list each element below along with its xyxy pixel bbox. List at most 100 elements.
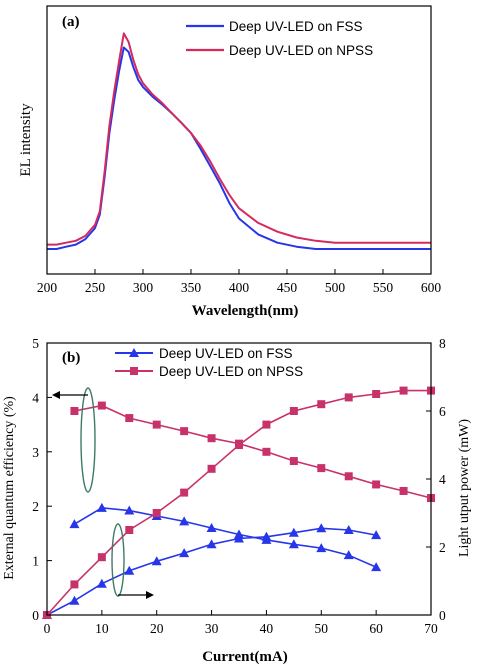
panel-a-legend: Deep UV-LED on FSS Deep UV-LED on NPSS [186,19,373,58]
panel-a-legend-label-fss: Deep UV-LED on FSS [229,19,363,34]
panel-b-point-fss-power [316,523,327,533]
panel-a-series-lines [47,32,431,250]
panel-b-series-line-fss-efficiency [73,506,377,568]
panel-a-x-axis-label: Wavelength(nm) [192,303,299,319]
panel-b-right-y-ticks: 0 2 4 6 8 [426,336,446,623]
panel-b-series-line-npss-efficiency [74,404,432,499]
panel-a-series-line-fss [47,46,431,250]
panel-b-series-markers [42,386,435,619]
panel-b-point-npss-efficiency [97,401,106,410]
panel-b-left-y-ticks: 0 1 2 3 4 5 [32,336,52,623]
panel-b-point-npss-efficiency [344,472,353,481]
panel-b-x-tick-label: 10 [95,621,109,636]
panel-a-x-tick-label: 500 [325,280,346,295]
panel-a-spectrum-chart: 200 250 300 350 400 450 500 550 600 (a) Waveleng… [18,5,442,319]
panel-a-y-axis-label: EL intensity [18,103,34,177]
panel-b-x-tick-label: 0 [44,621,51,636]
panel-b-series-line-npss-power [46,389,431,616]
panel-b-point-fss-efficiency [124,505,135,515]
panel-a-x-ticks: 200 250 300 350 400 450 500 550 600 [37,269,442,295]
panel-b-legend: Deep UV-LED on FSS Deep UV-LED on NPSS [115,346,303,379]
panel-a-x-tick-label: 600 [421,280,442,295]
panel-b-point-npss-power [372,390,381,398]
panel-b-right-y-tick-label: 8 [439,336,446,351]
panel-b-point-npss-efficiency [70,407,79,415]
panel-b-legend-label-fss: Deep UV-LED on FSS [159,346,293,361]
panel-b-point-npss-efficiency [372,480,381,489]
panel-b-point-fss-power [371,530,382,540]
panel-b-x-tick-label: 50 [315,621,329,636]
panel-b-point-fss-efficiency [206,522,217,532]
panel-a-legend-label-npss: Deep UV-LED on NPSS [229,43,373,58]
panel-b-legend-marker-fss [129,348,139,357]
panel-b-point-npss-power [152,509,161,517]
panel-b-point-fss-efficiency [316,543,327,553]
panel-b-right-y-tick-label: 2 [439,540,446,555]
panel-a-series-line-npss [47,32,431,246]
panel-b-plot-frame [46,342,432,616]
panel-a-label: (a) [62,14,80,30]
panel-b-right-y-tick-label: 0 [439,608,446,623]
panel-b-point-fss-power [288,527,299,537]
panel-b-left-y-tick-label: 0 [32,608,39,623]
panel-b-point-npss-power [97,553,106,562]
panel-b-legend-marker-npss [130,367,138,375]
efficiency-curves-ellipse [80,387,96,493]
panel-b-point-npss-power [289,407,298,415]
panel-b-point-fss-power [206,539,217,549]
right-axis-arrowhead [146,591,154,599]
panel-b-point-fss-power [343,525,354,534]
panel-b-x-ticks: 0 10 20 30 40 50 60 70 [44,610,438,636]
panel-b-point-fss-efficiency [288,539,299,549]
panel-a-x-tick-label: 300 [133,280,154,295]
panel-b-axis-annotations [52,387,154,599]
panel-b-left-y-tick-label: 1 [32,554,39,569]
power-curves-ellipse [111,523,125,597]
panel-b-x-tick-label: 30 [205,621,219,636]
panel-a-x-tick-label: 200 [37,280,58,295]
panel-b-point-npss-power [180,488,189,497]
panel-b-point-fss-power [124,565,135,575]
panel-b-point-npss-efficiency [207,434,216,443]
panel-a-x-tick-label: 250 [85,280,106,295]
panel-b-left-y-tick-label: 4 [32,390,39,405]
panel-a-x-tick-label: 400 [229,280,250,295]
panel-b-efficiency-power-chart: 0 10 20 30 40 50 60 70 0 1 2 3 4 5 0 2 4 6 8 (b) Current… [2,336,472,665]
panel-b-x-tick-label: 60 [369,621,383,636]
panel-b-point-npss-power [125,526,134,534]
panel-b-point-fss-power [151,556,162,566]
panel-b-point-fss-efficiency [343,550,354,560]
panel-b-point-npss-efficiency [180,427,189,436]
panel-b-left-y-tick-label: 5 [32,336,39,351]
panel-b-point-fss-efficiency [371,562,382,572]
panel-b-x-tick-label: 40 [260,621,274,636]
panel-b-series-lines [46,389,432,616]
panel-b-x-tick-label: 70 [424,621,438,636]
panel-b-left-y-tick-label: 2 [32,499,39,514]
panel-b-point-fss-efficiency [96,502,107,512]
panel-b-point-fss-efficiency [69,519,80,529]
panel-b-legend-label-npss: Deep UV-LED on NPSS [159,364,303,379]
left-axis-arrowhead [52,391,60,399]
panel-b-point-npss-power [399,386,408,395]
panel-b-point-fss-efficiency [179,516,190,526]
panel-b-point-npss-efficiency [152,420,161,429]
panel-b-point-npss-power [344,393,353,402]
panel-b-point-fss-power [179,548,190,558]
panel-a-x-tick-label: 350 [181,280,202,295]
panel-b-x-axis-label: Current(mA) [202,649,288,665]
panel-b-right-y-axis-label: Light utput power (mW) [457,419,472,557]
panel-b-point-fss-power [96,578,107,588]
panel-b-point-npss-efficiency [289,457,298,466]
panel-b-point-npss-efficiency [125,414,134,423]
panel-b-left-y-tick-label: 3 [32,445,39,460]
panel-a-x-tick-label: 550 [373,280,394,295]
panel-b-point-npss-power [262,420,271,429]
panel-b-point-fss-power [261,531,272,541]
panel-b-point-npss-power [70,580,79,589]
panel-b-point-npss-power [235,441,243,449]
panel-b-label: (b) [62,350,80,366]
panel-b-right-y-tick-label: 4 [439,472,446,487]
panel-b-point-fss-power [234,533,244,543]
